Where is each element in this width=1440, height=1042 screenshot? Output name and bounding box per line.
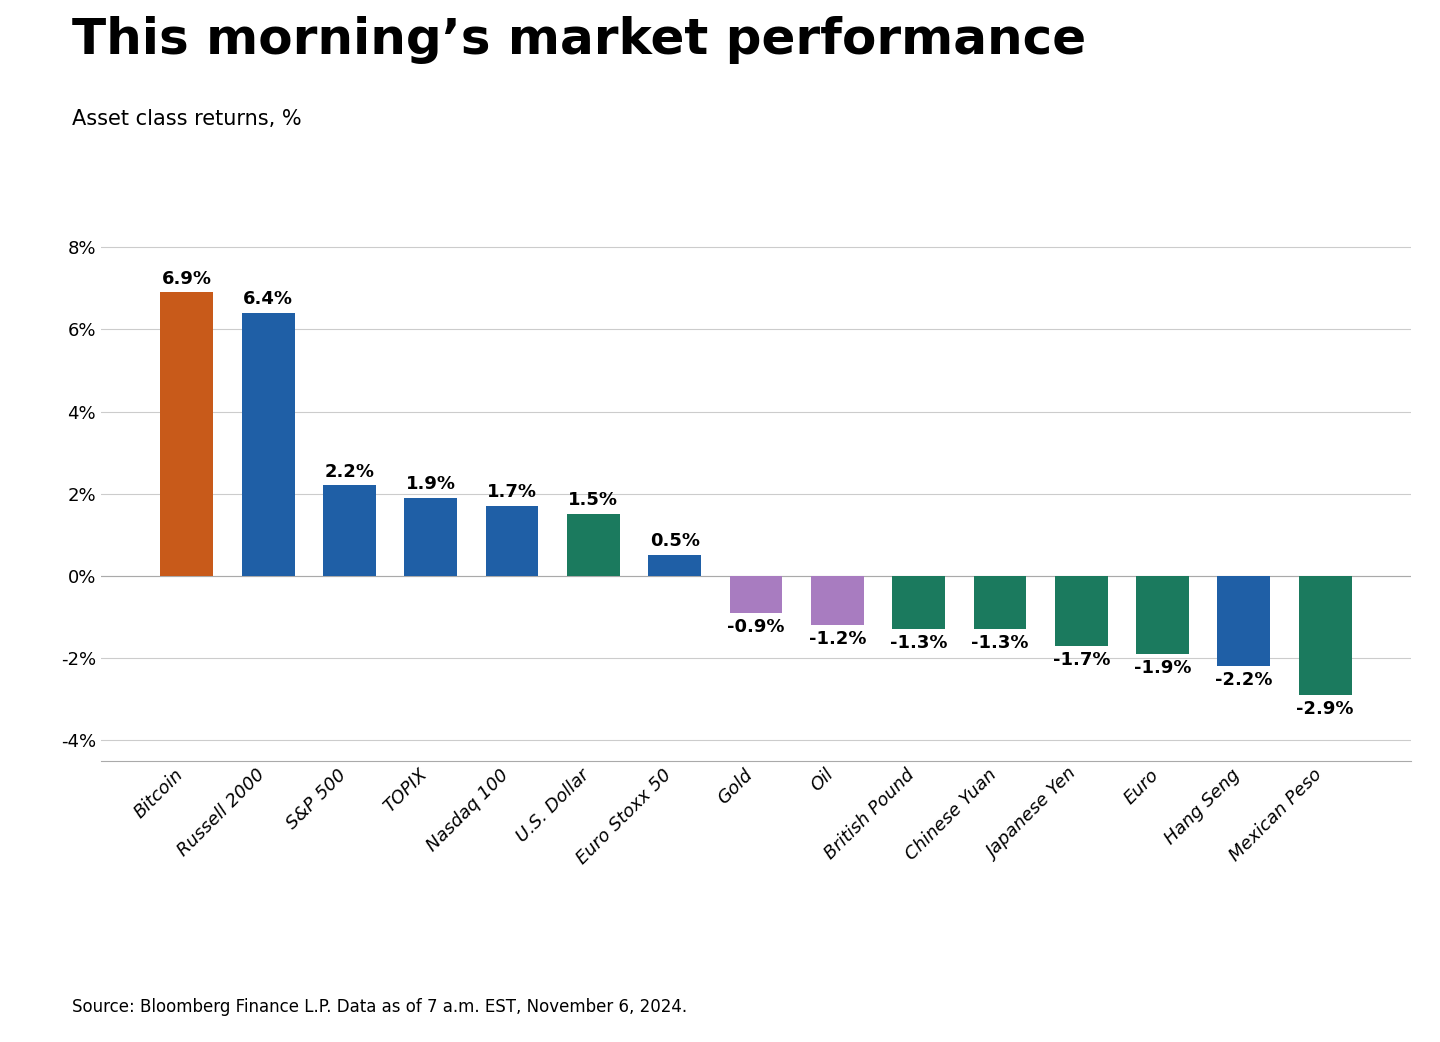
Text: This morning’s market performance: This morning’s market performance [72, 16, 1086, 64]
Text: Asset class returns, %: Asset class returns, % [72, 109, 301, 129]
Bar [242, 313, 295, 576]
Text: -0.9%: -0.9% [727, 618, 785, 636]
Bar [730, 576, 782, 613]
Text: -1.3%: -1.3% [890, 635, 948, 652]
Bar [973, 576, 1027, 629]
Text: -1.2%: -1.2% [809, 630, 865, 648]
Text: -2.2%: -2.2% [1215, 671, 1273, 689]
Bar [1299, 576, 1352, 695]
Text: -1.7%: -1.7% [1053, 650, 1110, 669]
Text: 1.7%: 1.7% [487, 483, 537, 501]
Bar [323, 486, 376, 576]
Bar [893, 576, 945, 629]
Bar [485, 506, 539, 576]
Text: 6.9%: 6.9% [161, 270, 212, 288]
Text: -1.3%: -1.3% [971, 635, 1028, 652]
Bar [567, 515, 619, 576]
Text: 2.2%: 2.2% [324, 463, 374, 480]
Text: 1.9%: 1.9% [406, 475, 455, 493]
Text: Source: Bloomberg Finance L.P. Data as of 7 a.m. EST, November 6, 2024.: Source: Bloomberg Finance L.P. Data as o… [72, 998, 687, 1016]
Text: -2.9%: -2.9% [1296, 700, 1354, 718]
Bar [1136, 576, 1189, 654]
Text: 0.5%: 0.5% [649, 532, 700, 550]
Text: 6.4%: 6.4% [243, 290, 294, 308]
Bar [405, 498, 456, 576]
Bar [811, 576, 864, 625]
Text: -1.9%: -1.9% [1133, 659, 1191, 677]
Bar [160, 293, 213, 576]
Bar [648, 555, 701, 576]
Text: 1.5%: 1.5% [569, 491, 618, 510]
Bar [1217, 576, 1270, 666]
Bar [1056, 576, 1107, 646]
